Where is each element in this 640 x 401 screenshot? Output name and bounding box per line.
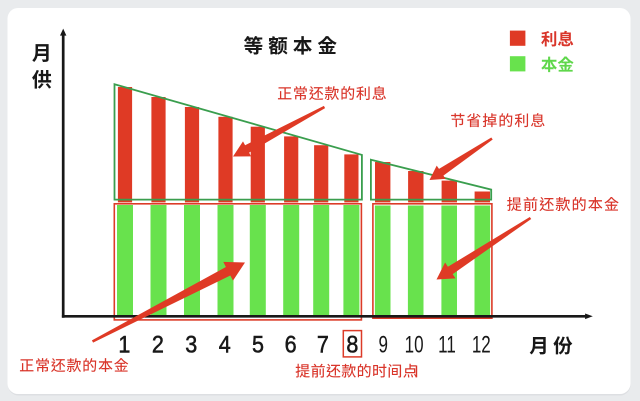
svg-text:12: 12 xyxy=(472,331,491,358)
svg-text:2: 2 xyxy=(152,330,164,358)
svg-text:9: 9 xyxy=(378,331,387,358)
svg-text:4: 4 xyxy=(219,330,231,358)
svg-text:1: 1 xyxy=(118,330,130,358)
svg-text:7: 7 xyxy=(317,330,329,358)
svg-text:10: 10 xyxy=(405,331,424,358)
svg-text:3: 3 xyxy=(185,330,197,358)
svg-text:6: 6 xyxy=(285,330,297,358)
svg-text:5: 5 xyxy=(252,330,264,358)
svg-text:11: 11 xyxy=(438,331,456,358)
svg-text:8: 8 xyxy=(346,330,358,358)
